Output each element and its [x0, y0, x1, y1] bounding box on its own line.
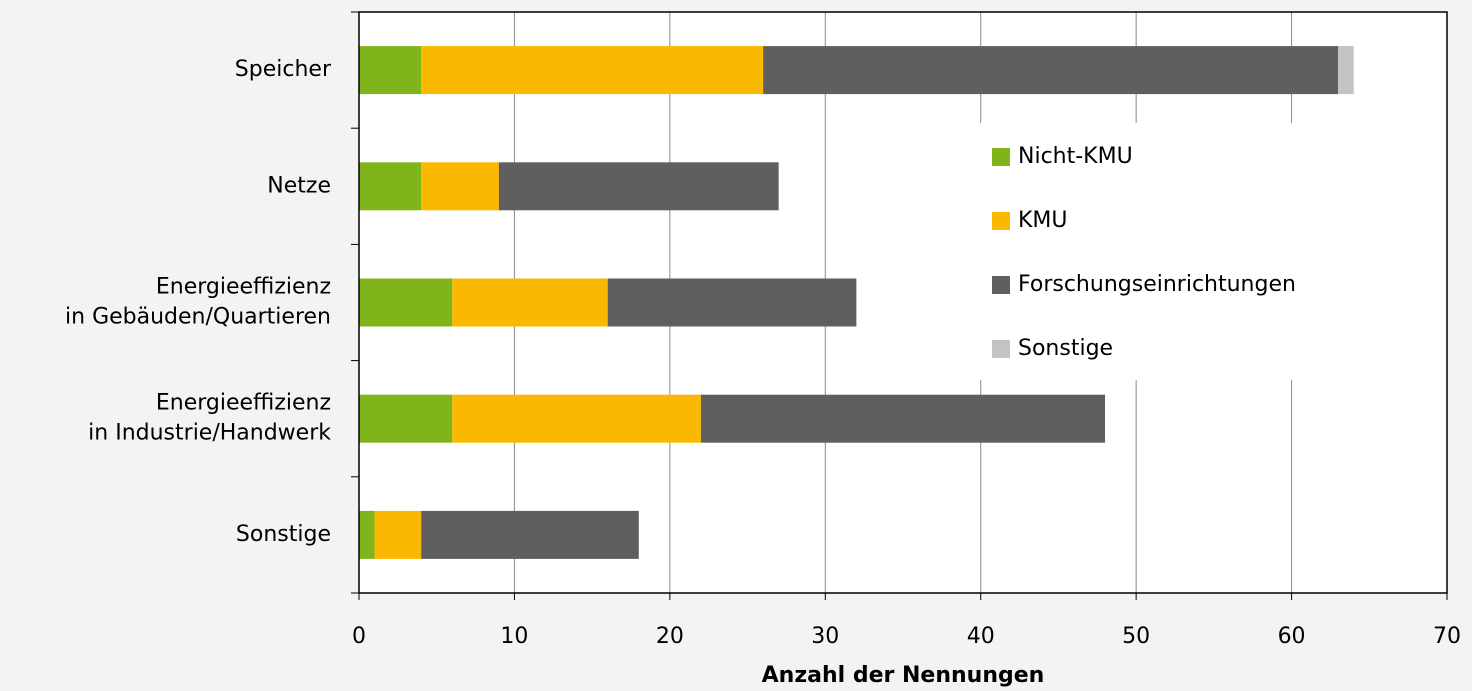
x-tick-label: 50	[1122, 624, 1150, 649]
y-tick-label: Energieeffizienz in Gebäuden/Quartieren	[65, 275, 331, 330]
bar-segment	[359, 510, 375, 559]
legend-swatch	[992, 148, 1010, 166]
legend-label: Nicht-KMU	[1018, 144, 1133, 169]
legend-label: KMU	[1018, 208, 1068, 233]
y-tick-label: Speicher	[235, 57, 332, 82]
bar-segment	[763, 46, 1339, 95]
y-tick-label: Netze	[267, 173, 331, 198]
y-tick-label: Energieeffizienz in Industrie/Handwerk	[88, 391, 331, 446]
x-tick-label: 30	[811, 624, 839, 649]
x-tick-label: 20	[656, 624, 684, 649]
x-tick-label: 70	[1433, 624, 1461, 649]
bar-segment	[452, 278, 608, 327]
legend-swatch	[992, 212, 1010, 230]
bar-segment	[700, 394, 1106, 443]
bar-segment	[359, 394, 453, 443]
y-tick-label: Sonstige	[236, 522, 331, 547]
bar-segment	[359, 46, 422, 95]
bar-segment	[421, 510, 639, 559]
bar-segment	[421, 46, 764, 95]
legend-swatch	[992, 276, 1010, 294]
bar-segment	[374, 510, 422, 559]
bar-segment	[359, 162, 422, 211]
legend-label: Sonstige	[1018, 336, 1113, 361]
bar-segment	[607, 278, 857, 327]
legend-label: Forschungseinrichtungen	[1018, 272, 1296, 297]
x-tick-label: 40	[967, 624, 995, 649]
bar-segment	[452, 394, 701, 443]
x-axis-title: Anzahl der Nennungen	[762, 663, 1045, 688]
x-tick-label: 0	[352, 624, 366, 649]
legend-box	[937, 123, 1395, 380]
legend-swatch	[992, 340, 1010, 358]
x-tick-label: 60	[1278, 624, 1306, 649]
x-tick-label: 10	[500, 624, 528, 649]
bar-segment	[498, 162, 779, 211]
plot-border	[358, 11, 1448, 594]
bar-segment	[1338, 46, 1354, 95]
bar-segment	[421, 162, 499, 211]
bar-segment	[359, 278, 453, 327]
